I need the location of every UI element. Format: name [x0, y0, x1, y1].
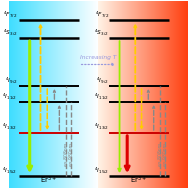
Text: ex 980nm: ex 980nm [163, 143, 168, 166]
Text: ex 808nm: ex 808nm [158, 143, 163, 166]
Text: Er$^{3+}$: Er$^{3+}$ [130, 175, 147, 186]
Text: $^4S_{3/2}$: $^4S_{3/2}$ [94, 27, 109, 37]
Text: Er$^{3+}$: Er$^{3+}$ [40, 175, 58, 186]
Text: $^4I_{15/2}$: $^4I_{15/2}$ [94, 165, 109, 175]
Text: $^4F_{7/2}$: $^4F_{7/2}$ [94, 9, 109, 19]
Text: $^4I_{11/2}$: $^4I_{11/2}$ [94, 91, 109, 101]
Text: $^4I_{9/2}$: $^4I_{9/2}$ [96, 75, 109, 84]
Text: ex 808nm: ex 808nm [64, 143, 69, 166]
Text: $^4I_{13/2}$: $^4I_{13/2}$ [94, 122, 109, 132]
Text: $^4S_{3/2}$: $^4S_{3/2}$ [3, 27, 18, 37]
Text: Increasing T: Increasing T [80, 55, 117, 60]
Text: $^4I_{15/2}$: $^4I_{15/2}$ [2, 165, 18, 175]
Text: ex 980nm: ex 980nm [69, 143, 74, 166]
Text: $^4I_{9/2}$: $^4I_{9/2}$ [5, 75, 18, 84]
Text: $^4I_{13/2}$: $^4I_{13/2}$ [2, 122, 18, 132]
Text: $^4F_{7/2}$: $^4F_{7/2}$ [3, 9, 18, 19]
Text: $^4I_{11/2}$: $^4I_{11/2}$ [2, 91, 18, 101]
